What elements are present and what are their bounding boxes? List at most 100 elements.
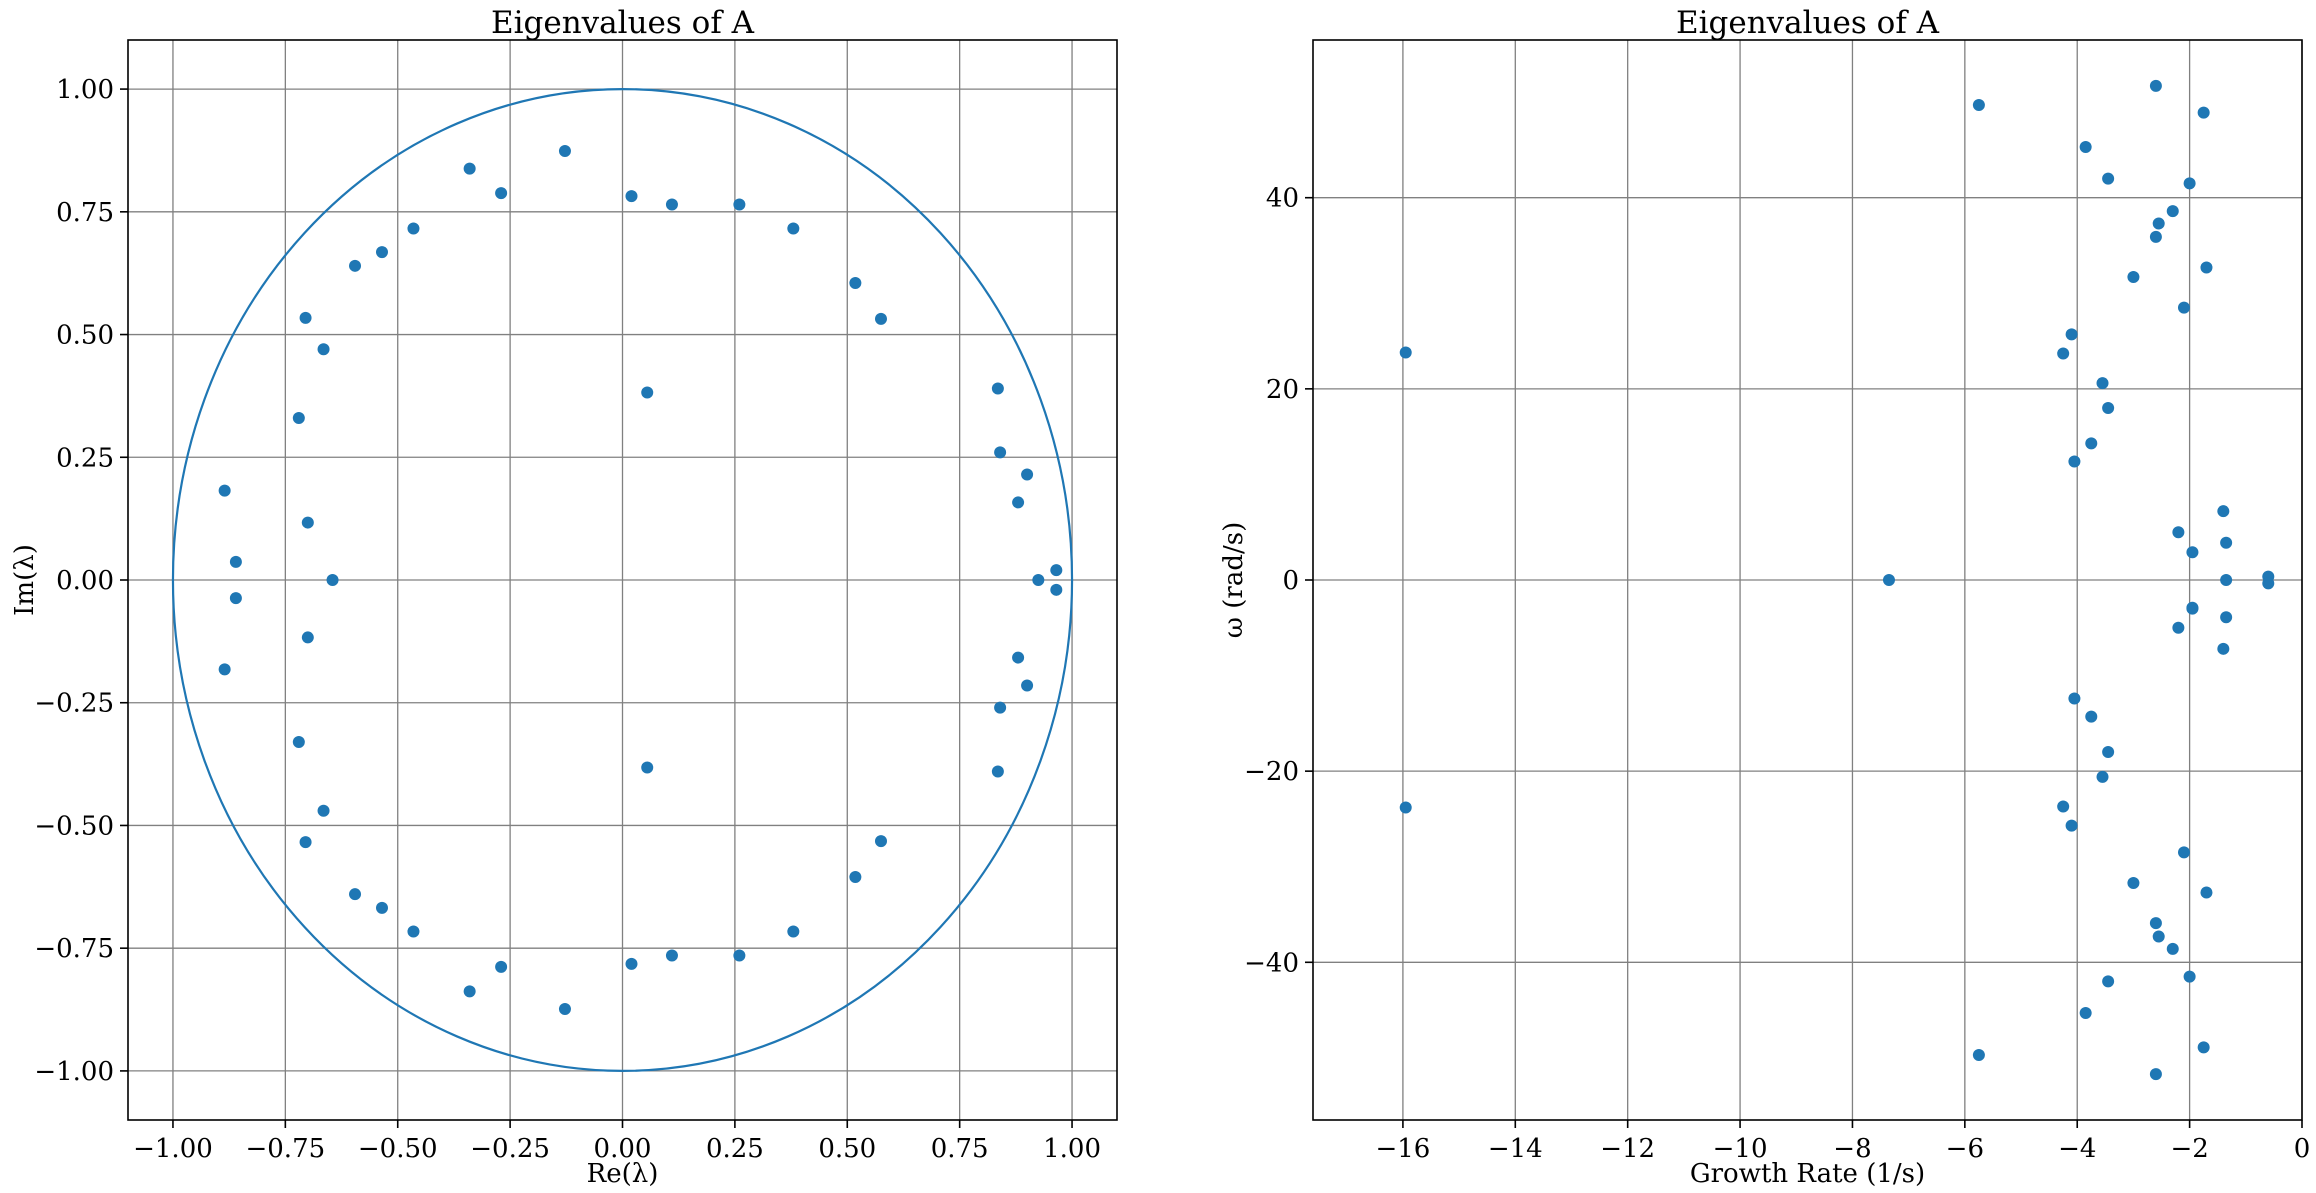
eigenvalue-point bbox=[2068, 692, 2081, 705]
eigenvalue-point bbox=[2079, 141, 2092, 154]
eigenvalue-point bbox=[2149, 917, 2162, 930]
eigenvalue-point bbox=[1050, 583, 1063, 596]
eigenvalue-point bbox=[558, 1003, 571, 1016]
right-plot-x-tick-label: −2 bbox=[2170, 1134, 2208, 1164]
eigenvalue-point bbox=[849, 277, 862, 289]
eigenvalue-point bbox=[2102, 172, 2115, 185]
eigenvalue-point bbox=[495, 187, 508, 200]
eigenvalue-point bbox=[1972, 98, 1985, 111]
eigenvalue-point bbox=[463, 162, 476, 175]
left-plot-y-tick-label: 0.50 bbox=[56, 321, 114, 351]
eigenvalue-point bbox=[874, 312, 887, 325]
eigenvalue-point bbox=[299, 311, 312, 324]
eigenvalue-point bbox=[2085, 437, 2098, 450]
eigenvalue-point bbox=[2057, 800, 2070, 813]
eigenvalue-point bbox=[218, 484, 231, 497]
eigenvalue-point bbox=[2262, 577, 2275, 590]
eigenvalue-point bbox=[2200, 261, 2213, 274]
eigenvalue-point bbox=[2177, 301, 2190, 314]
right-plot-y-axis-label: ω (rad/s) bbox=[1219, 522, 1249, 638]
eigenvalue-point bbox=[2186, 546, 2199, 559]
eigenvalue-point bbox=[292, 412, 305, 424]
right-plot-x-tick-label: −12 bbox=[1600, 1134, 1655, 1164]
eigenvalue-point bbox=[641, 386, 654, 399]
eigenvalue-point bbox=[787, 222, 800, 235]
eigenvalue-point bbox=[2127, 271, 2140, 284]
left-plot-x-tick-label: 0.25 bbox=[706, 1134, 764, 1164]
left-plot-x-axis-label: Re(λ) bbox=[587, 1159, 659, 1189]
right-plot-x-tick-label: −6 bbox=[1946, 1134, 1984, 1164]
left-eigenvalue-plot: −1.00 −0.75 −0.50 −0.25 0.00 0.25 0.50 0.75 1.00… bbox=[10, 5, 1118, 1189]
eigenvalue-point bbox=[301, 516, 314, 529]
eigenvalue-point bbox=[317, 804, 330, 817]
left-plot-y-tick-label: −0.50 bbox=[34, 811, 114, 841]
eigenvalue-point bbox=[2102, 401, 2115, 414]
left-plot-x-ticks: −1.00 −0.75 −0.50 −0.25 0.00 0.25 0.50 0.75 1.00 bbox=[133, 1120, 1101, 1164]
eigenvalue-point bbox=[991, 382, 1004, 395]
right-plot-y-tick-label: 20 bbox=[1266, 375, 1299, 405]
eigenvalue-point bbox=[317, 343, 330, 356]
eigenvalue-point bbox=[733, 949, 746, 962]
eigenvalue-point bbox=[2183, 177, 2196, 190]
eigenvalue-point bbox=[625, 957, 638, 970]
unit-circle bbox=[171, 87, 1074, 1073]
eigenvalue-point bbox=[1032, 574, 1045, 586]
eigenvalue-point bbox=[2127, 876, 2140, 889]
eigenvalue-point bbox=[2152, 217, 2165, 230]
eigenvalue-point bbox=[2183, 970, 2196, 983]
left-plot-grid bbox=[128, 40, 1117, 1120]
left-plot-x-tick-label: −0.50 bbox=[358, 1134, 438, 1164]
eigenvalue-point bbox=[1050, 564, 1063, 577]
eigenvalue-point bbox=[625, 190, 638, 203]
eigenvalue-point bbox=[2177, 846, 2190, 859]
right-plot-x-tick-label: −4 bbox=[2058, 1134, 2096, 1164]
left-plot-x-tick-label: −0.25 bbox=[470, 1134, 550, 1164]
left-plot-y-tick-label: 0.75 bbox=[56, 198, 114, 228]
eigenvalue-point bbox=[2149, 1068, 2162, 1081]
eigenvalue-point bbox=[2096, 770, 2109, 783]
eigenvalue-point bbox=[2065, 819, 2078, 832]
eigenvalue-point bbox=[2197, 1041, 2210, 1054]
eigenvalue-point bbox=[2102, 746, 2115, 759]
eigenvalue-point bbox=[2096, 377, 2109, 390]
right-plot-y-tick-label: 0 bbox=[1282, 566, 1299, 596]
eigenvalue-point bbox=[2149, 79, 2162, 92]
left-plot-x-tick-label: −0.75 bbox=[245, 1134, 325, 1164]
left-plot-y-tick-label: −0.75 bbox=[34, 934, 114, 964]
eigenvalue-point bbox=[641, 761, 654, 774]
eigenvalue-point bbox=[1012, 496, 1025, 509]
left-plot-y-ticks: −1.00 −0.75 −0.50 −0.25 0.00 0.25 0.50 0.75 1.00 bbox=[34, 75, 128, 1087]
eigenvalue-point bbox=[2200, 886, 2213, 899]
eigenvalue-point bbox=[407, 222, 420, 235]
eigenvalue-point bbox=[2172, 621, 2185, 634]
eigenvalue-point bbox=[375, 246, 388, 259]
eigenvalue-point bbox=[994, 701, 1007, 714]
eigenvalue-point bbox=[218, 663, 231, 676]
eigenvalue-point bbox=[407, 925, 420, 938]
eigenvalue-point bbox=[1399, 346, 1412, 359]
eigenvalue-point bbox=[665, 949, 678, 962]
eigenvalue-point bbox=[849, 871, 862, 883]
left-plot-x-tick-label: −1.00 bbox=[133, 1134, 213, 1164]
eigenvalue-point bbox=[2217, 505, 2230, 518]
right-plot-y-tick-label: 40 bbox=[1266, 184, 1299, 214]
eigenvalue-point bbox=[2197, 106, 2210, 119]
eigenvalue-point bbox=[2149, 230, 2162, 243]
eigenvalue-point bbox=[495, 960, 508, 973]
eigenvalue-point bbox=[787, 925, 800, 938]
eigenvalue-point bbox=[1021, 468, 1034, 481]
right-plot-y-tick-label: −40 bbox=[1244, 948, 1299, 978]
eigenvalue-point bbox=[229, 555, 242, 568]
left-plot-y-axis-label: Im(λ) bbox=[10, 544, 40, 616]
right-plot-x-tick-label: 0 bbox=[2294, 1134, 2311, 1164]
eigenvalue-point bbox=[1972, 1049, 1985, 1062]
eigenvalue-point bbox=[2220, 611, 2233, 624]
right-plot-y-tick-label: −20 bbox=[1244, 757, 1299, 787]
right-plot-y-ticks: −40 −20 0 20 40 bbox=[1244, 184, 1313, 978]
eigenvalue-point bbox=[874, 835, 887, 848]
eigenvalue-point bbox=[2065, 328, 2078, 341]
eigenvalue-point bbox=[1012, 651, 1025, 664]
right-plot-x-axis-label: Growth Rate (1/s) bbox=[1690, 1159, 1925, 1189]
